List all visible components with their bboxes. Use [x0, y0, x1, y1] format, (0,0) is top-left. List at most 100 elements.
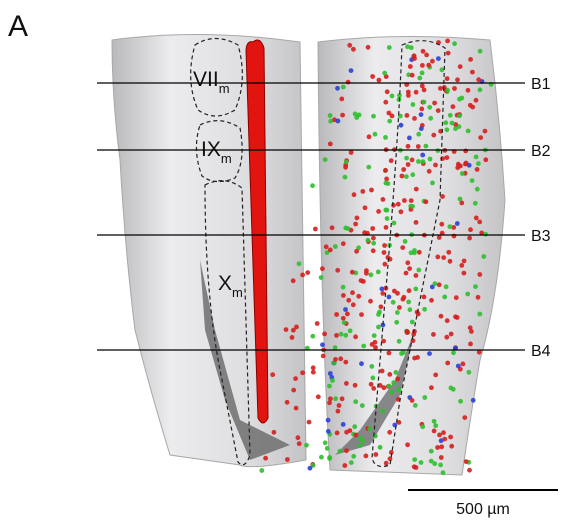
cell-dot	[427, 169, 432, 174]
cell-dot	[422, 307, 427, 312]
cell-dot	[408, 64, 413, 69]
cell-dot	[419, 460, 424, 465]
cell-dot	[343, 226, 348, 231]
cell-dot	[311, 370, 316, 375]
cell-dot	[406, 144, 411, 149]
cell-dot	[353, 222, 358, 227]
cell-dot	[366, 238, 371, 243]
cell-dot	[432, 101, 437, 106]
cell-dot	[400, 174, 405, 179]
cell-dot	[291, 328, 296, 333]
cell-dot	[402, 198, 407, 203]
cell-dot	[448, 259, 453, 264]
cell-dot	[391, 203, 396, 208]
region-name: X	[218, 272, 232, 295]
cell-dot	[333, 345, 338, 350]
cell-dot	[342, 320, 347, 325]
cell-dot	[316, 394, 321, 399]
cell-dot	[352, 424, 357, 429]
cell-dot	[327, 400, 332, 405]
cell-dot	[468, 325, 473, 330]
cell-dot	[442, 295, 447, 300]
cell-dot	[412, 116, 417, 121]
cell-dot	[420, 424, 425, 429]
cell-dot	[395, 310, 400, 315]
cell-dot	[320, 266, 325, 271]
cell-dot	[310, 183, 315, 188]
cell-dot	[390, 94, 395, 99]
cell-dot	[478, 49, 483, 54]
cell-dot	[387, 295, 392, 300]
cell-dot	[463, 162, 468, 167]
cell-dot	[353, 334, 358, 339]
cell-dot	[414, 273, 419, 278]
cell-dot	[376, 325, 381, 330]
cell-dot	[346, 80, 351, 85]
section-label: B3	[531, 228, 551, 245]
cell-dot	[399, 351, 404, 356]
cell-dot	[451, 104, 456, 109]
cell-dot	[417, 250, 422, 255]
cell-dot	[449, 444, 454, 449]
cell-dot	[409, 250, 414, 255]
cell-dot	[454, 295, 459, 300]
cell-dot	[422, 88, 427, 93]
cell-dot	[310, 334, 315, 339]
cell-dot	[412, 464, 417, 469]
cell-dot	[450, 121, 455, 126]
cell-dot	[401, 167, 406, 172]
cell-dot	[400, 245, 405, 250]
cell-dot	[344, 160, 349, 165]
cell-dot	[373, 345, 378, 350]
figure-panel: A VIIm IXm Xm B1B2B3B4 500 µm	[0, 0, 562, 525]
cell-dot	[399, 209, 404, 214]
tissue-left	[112, 34, 306, 466]
cell-dot	[439, 444, 444, 449]
cell-dot	[467, 370, 472, 375]
cell-dot	[475, 187, 480, 192]
cell-dot	[429, 449, 434, 454]
cell-dot	[412, 56, 417, 61]
cell-dot	[349, 460, 354, 465]
cell-dot	[429, 385, 434, 390]
cell-dot	[311, 365, 316, 370]
cell-dot	[382, 243, 387, 248]
cell-dot	[397, 305, 402, 310]
cell-dot	[405, 113, 410, 118]
cell-dot	[415, 355, 420, 360]
cell-dot	[466, 88, 471, 93]
cell-dot	[424, 199, 429, 204]
cell-dot	[354, 433, 359, 438]
cell-dot	[340, 113, 345, 118]
cell-dot	[449, 332, 454, 337]
cell-dot	[443, 120, 448, 125]
cell-dot	[421, 49, 426, 54]
cell-dot	[328, 142, 333, 147]
cell-dot	[441, 255, 446, 260]
cell-dot	[350, 270, 355, 275]
cell-dot	[405, 330, 410, 335]
cell-dot	[387, 372, 392, 377]
cell-dot	[440, 67, 445, 72]
cell-dot	[468, 57, 473, 62]
cell-dot	[341, 241, 346, 246]
cell-dot	[413, 287, 418, 292]
cell-dot	[410, 398, 415, 403]
cell-dot	[421, 159, 426, 164]
cell-dot	[455, 221, 460, 226]
cell-dot	[408, 307, 413, 312]
cell-dot	[341, 316, 346, 321]
cell-dot	[344, 430, 349, 435]
cell-dot	[343, 307, 348, 312]
cell-dot	[380, 409, 385, 414]
cell-dot	[328, 248, 333, 253]
cell-dot	[431, 332, 436, 337]
region-name: VII	[193, 68, 219, 91]
cell-dot	[294, 406, 299, 411]
cell-dot	[391, 380, 396, 385]
cell-dot	[401, 297, 406, 302]
cell-dot	[352, 192, 357, 197]
cell-dot	[304, 443, 309, 448]
cell-dot	[371, 386, 376, 391]
cell-dot	[333, 357, 338, 362]
